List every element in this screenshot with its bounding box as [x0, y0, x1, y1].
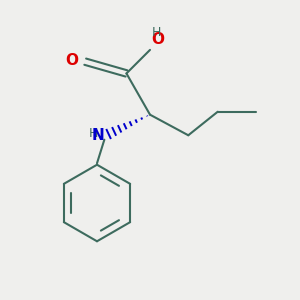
Text: H: H [152, 26, 161, 39]
Text: O: O [152, 32, 164, 47]
Text: O: O [65, 53, 78, 68]
Text: H: H [89, 127, 98, 140]
Text: N: N [92, 128, 104, 143]
